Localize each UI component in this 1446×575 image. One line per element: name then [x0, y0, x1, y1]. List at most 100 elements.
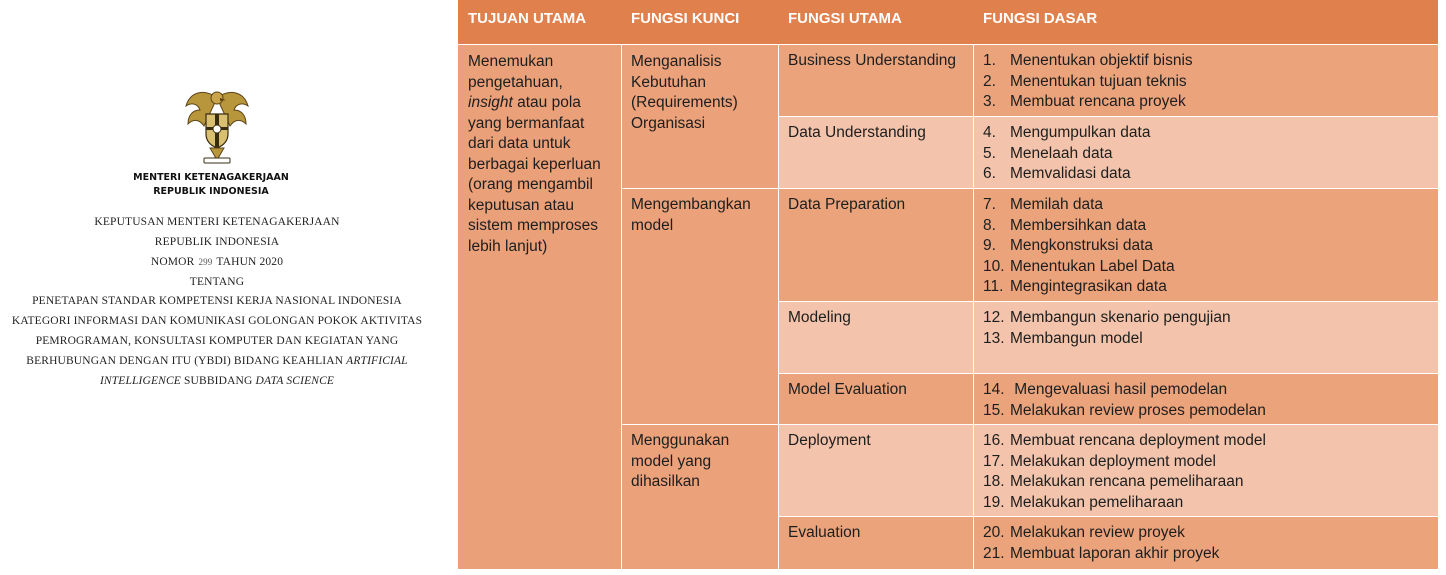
competency-table: TUJUAN UTAMA FUNGSI KUNCI FUNGSI UTAMA F… — [458, 0, 1438, 569]
fungsi-utama-cell: Data Understanding — [778, 116, 973, 188]
table-divider — [621, 188, 1438, 189]
header-fungsi-utama: FUNGSI UTAMA — [788, 10, 902, 27]
list-item: 21. Membuat laporan akhir proyek — [983, 544, 1428, 565]
item-text: Melakukan deployment model — [1010, 452, 1216, 470]
fungsi-kunci-cell: Menganalisis Kebutuhan (Requirements) Or… — [621, 44, 778, 188]
decree-cover: MENTERI KETENAGAKERJAAN REPUBLIK INDONES… — [0, 0, 440, 575]
item-number: 12. — [983, 309, 1005, 326]
list-item: 7. Memilah data — [983, 195, 1428, 216]
fungsi-kunci-cell: Menggunakan model yang dihasilkan — [621, 424, 778, 569]
decree-country: REPUBLIK INDONESIA — [154, 236, 280, 248]
list-item: 1. Menentukan objektif bisnis — [983, 51, 1428, 72]
item-number: 16. — [983, 432, 1005, 449]
item-text: Menentukan objektif bisnis — [1010, 52, 1193, 69]
list-item: 11. Mengintegrasikan data — [983, 277, 1428, 298]
list-item: 14. Mengevaluasi hasil pemodelan — [983, 380, 1428, 401]
item-number: 15. — [983, 401, 1005, 419]
item-number: 17. — [983, 452, 1005, 470]
item-text: Memilah data — [1010, 196, 1104, 213]
list-item: 10. Menentukan Label Data — [983, 257, 1428, 278]
item-number: 10. — [983, 257, 1005, 275]
list-item: 2. Menentukan tujuan teknis — [983, 72, 1428, 93]
garuda-emblem-icon — [185, 91, 249, 164]
header-fungsi-dasar: FUNGSI DASAR — [983, 10, 1098, 27]
item-text: Melakukan review proyek — [1010, 524, 1185, 541]
decree-title: KEPUTUSAN MENTERI KETENAGAKERJAAN — [94, 216, 340, 228]
table-divider — [621, 424, 1438, 425]
list-item: 17. Melakukan deployment model — [983, 452, 1428, 473]
item-text: Mengintegrasikan data — [1010, 278, 1167, 295]
fungsi-dasar-cell: 14. Mengevaluasi hasil pemodelan 15. Mela… — [973, 373, 1438, 424]
item-number: 3. — [983, 93, 996, 110]
item-number: 9. — [983, 237, 996, 254]
fungsi-dasar-cell: 4. Mengumpulkan data 5. Menelaah data 6. Me… — [973, 116, 1438, 188]
decree-subject-line: PEMROGRAMAN, KONSULTASI KOMPUTER DAN KEG… — [35, 335, 399, 347]
item-text: Membuat laporan akhir proyek — [1010, 544, 1220, 562]
item-text: Melakukan review proses pemodelan — [1010, 401, 1266, 419]
item-text: Membuat rencana proyek — [1010, 93, 1186, 110]
item-text: Membangun skenario pengujian — [1010, 309, 1231, 326]
list-item: 8. Membersihkan data — [983, 216, 1428, 237]
item-text: Mengkonstruksi data — [1010, 237, 1154, 254]
item-text: Melakukan rencana pemeliharaan — [1010, 473, 1244, 490]
list-item: 4. Mengumpulkan data — [983, 123, 1428, 144]
fungsi-dasar-cell: 16. Membuat rencana deployment model 17. M… — [973, 424, 1438, 516]
header-fungsi-kunci: FUNGSI KUNCI — [631, 10, 740, 27]
item-text: Membangun model — [1010, 329, 1143, 347]
item-text: Mengumpulkan data — [1010, 124, 1151, 141]
fungsi-utama-cell: Model Evaluation — [778, 373, 973, 424]
item-text: Mengevaluasi hasil pemodelan — [1010, 381, 1228, 398]
fungsi-utama-cell: Business Understanding — [778, 44, 973, 116]
item-number: 7. — [983, 196, 996, 213]
item-number: 2. — [983, 72, 996, 90]
table-divider — [778, 373, 1438, 374]
item-number: 14. — [983, 381, 1005, 398]
list-item: 3. Membuat rencana proyek — [983, 92, 1428, 113]
item-number: 5. — [983, 144, 996, 162]
decree-subject-line: INTELLIGENCE SUBBIDANG DATA SCIENCE — [99, 375, 335, 387]
decree-number: NOMOR 299 TAHUN 2020 — [150, 256, 284, 268]
item-text: Menentukan tujuan teknis — [1010, 72, 1187, 90]
item-text: Membersihkan data — [1010, 216, 1147, 234]
fungsi-kunci-cell: Mengembangkan model — [621, 188, 778, 424]
item-text: Menentukan Label Data — [1010, 257, 1175, 275]
table-divider — [621, 44, 622, 569]
table-divider — [778, 516, 1438, 517]
table-header-bar — [458, 0, 1438, 44]
fungsi-utama-cell: Deployment — [778, 424, 973, 516]
item-number: 4. — [983, 124, 996, 141]
header-tujuan-utama: TUJUAN UTAMA — [468, 10, 587, 27]
item-number: 11. — [983, 278, 1004, 295]
fungsi-dasar-cell: 12. Membangun skenario pengujian 13. Memba… — [973, 301, 1438, 373]
fungsi-utama-cell: Evaluation — [778, 516, 973, 569]
item-text: Membuat rencana deployment model — [1010, 432, 1266, 449]
list-item: 13. Membangun model — [983, 329, 1428, 350]
fungsi-dasar-cell: 20. Melakukan review proyek 21. Membuat la… — [973, 516, 1438, 569]
item-text: Melakukan pemeliharaan — [1010, 493, 1184, 511]
list-item: 20. Melakukan review proyek — [983, 523, 1428, 544]
item-number: 20. — [983, 524, 1005, 541]
item-text: Menelaah data — [1010, 144, 1113, 162]
table-divider — [778, 116, 1438, 117]
fungsi-dasar-cell: 1. Menentukan objektif bisnis 2. Menentuka… — [973, 44, 1438, 116]
tujuan-utama-cell: Menemukan pengetahuan, insight atau pola… — [458, 44, 621, 569]
table-divider — [458, 44, 1438, 45]
decree-subject-line: BERHUBUNGAN DENGAN ITU (YBDI) BIDANG KEA… — [26, 355, 408, 367]
item-number: 1. — [983, 52, 996, 69]
list-item: 15. Melakukan review proses pemodelan — [983, 401, 1428, 422]
item-number: 19. — [983, 493, 1005, 511]
ministry-name: MENTERI KETENAGAKERJAAN — [133, 172, 289, 183]
list-item: 18. Melakukan rencana pemeliharaan — [983, 472, 1428, 493]
item-number: 18. — [983, 473, 1005, 490]
item-number: 8. — [983, 216, 996, 234]
table-divider — [778, 44, 779, 569]
fungsi-dasar-cell: 7. Memilah data 8. Membersihkan data 9. Men… — [973, 188, 1438, 301]
list-item: 19. Melakukan pemeliharaan — [983, 493, 1428, 514]
decree-subject-line: PENETAPAN STANDAR KOMPETENSI KERJA NASIO… — [32, 295, 402, 307]
fungsi-utama-cell: Data Preparation — [778, 188, 973, 301]
list-item: 6. Memvalidasi data — [983, 164, 1428, 185]
fungsi-utama-cell: Modeling — [778, 301, 973, 373]
list-item: 5. Menelaah data — [983, 144, 1428, 165]
item-number: 6. — [983, 165, 996, 182]
item-number: 13. — [983, 329, 1005, 347]
